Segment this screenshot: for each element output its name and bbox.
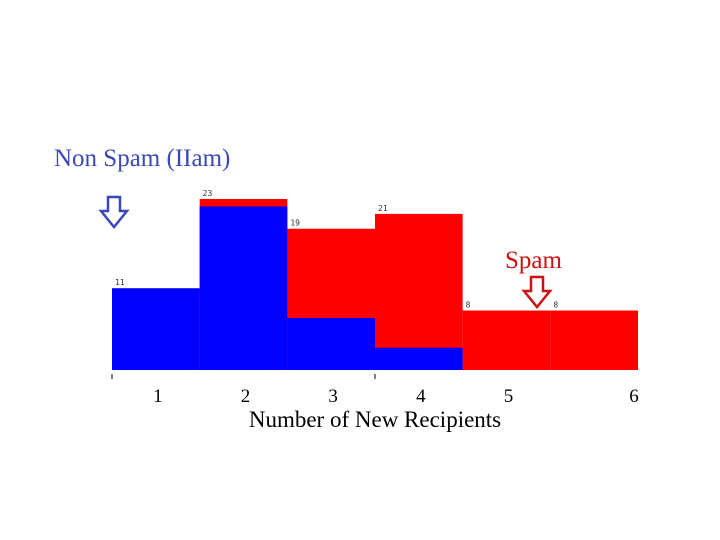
x-axis-label: Number of New Recipients bbox=[249, 407, 501, 432]
spam-bar bbox=[550, 310, 638, 370]
bar-value-label: 8 bbox=[553, 301, 558, 310]
bars-layer bbox=[112, 199, 638, 370]
spam-bar bbox=[462, 310, 551, 370]
bar-value-label: 8 bbox=[466, 301, 471, 310]
x-tick-label: 3 bbox=[328, 386, 338, 407]
ham-annotation-label: Non Spam (IIam) bbox=[54, 145, 230, 172]
bar-value-label: 11 bbox=[115, 278, 125, 287]
x-tick-label: 6 bbox=[629, 386, 639, 407]
spam-bar bbox=[375, 213, 463, 370]
x-axis: 1 2 3 4 5 6 bbox=[111, 374, 639, 407]
ham-bar bbox=[375, 347, 463, 370]
ham-arrow-down-icon bbox=[98, 195, 130, 229]
ham-bar bbox=[112, 288, 200, 370]
ham-bar bbox=[287, 317, 375, 370]
x-tick-label: 5 bbox=[504, 386, 514, 407]
spam-arrow-down-icon bbox=[521, 275, 553, 309]
bar-value-label: 19 bbox=[290, 219, 300, 228]
x-tick-label: 4 bbox=[416, 386, 426, 407]
value-labels-layer: 11 23 19 21 8 8 bbox=[115, 189, 558, 310]
bar-value-label: 21 bbox=[378, 204, 388, 213]
ham-bar bbox=[199, 206, 288, 370]
x-tick-label: 1 bbox=[153, 386, 163, 407]
spam-annotation-label: Spam bbox=[505, 247, 563, 274]
bar-value-label: 23 bbox=[203, 189, 213, 198]
x-tick-label: 2 bbox=[241, 386, 251, 407]
